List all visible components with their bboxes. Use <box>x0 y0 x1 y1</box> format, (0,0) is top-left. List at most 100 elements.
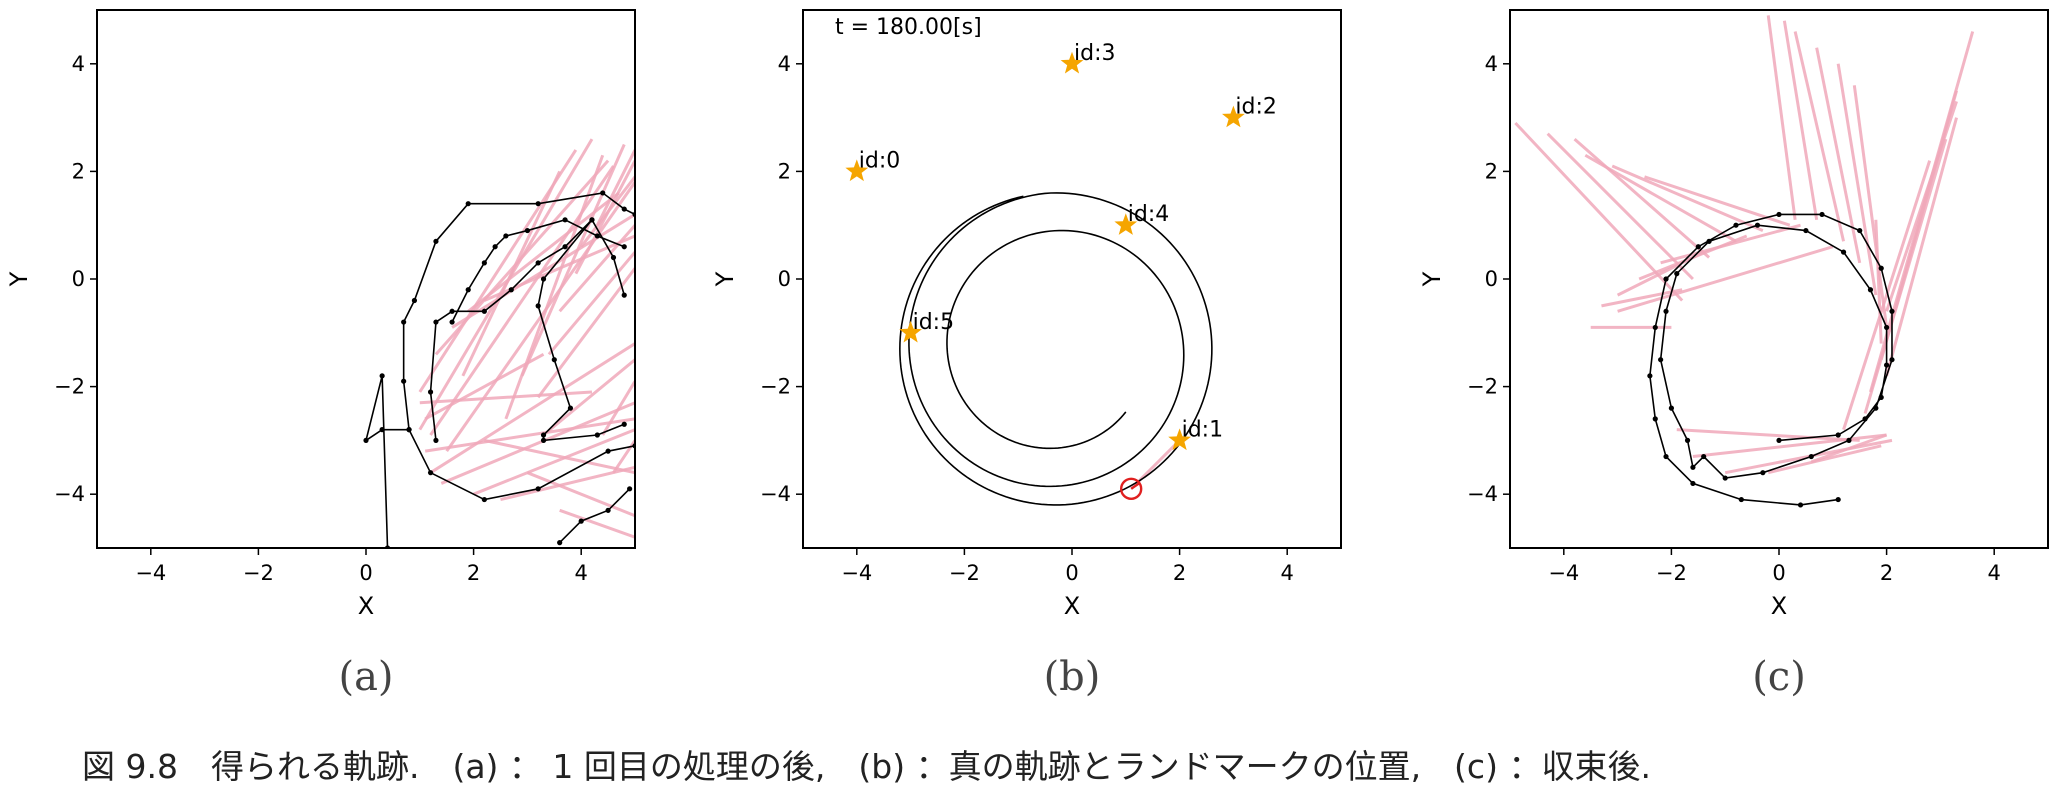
y-tick-label: 0 <box>72 267 85 291</box>
observation-line <box>473 428 635 496</box>
robot-marker <box>1119 477 1143 501</box>
trajectory-point <box>433 238 439 244</box>
trajectory-point <box>481 308 487 314</box>
trajectory-point <box>401 319 407 325</box>
y-tick-label: −2 <box>1467 375 1498 399</box>
observation-line <box>1584 153 1737 243</box>
trajectory-point <box>600 190 606 196</box>
trajectory-point <box>535 303 541 309</box>
trajectory-point <box>1690 464 1696 470</box>
observation-line <box>1793 31 1846 242</box>
trajectory-point <box>1652 324 1658 331</box>
y-tick-label: 0 <box>1485 267 1498 291</box>
observation-line <box>1611 164 1764 232</box>
panel-c: −4 −2 0 2 4 −4 −2 0 2 4 X Y (c) <box>1418 9 2049 700</box>
trajectory-point <box>379 427 385 433</box>
trajectory-point <box>621 206 627 212</box>
panel-a-x-axis-label: X <box>358 592 374 620</box>
true-trajectory-line <box>899 192 1213 506</box>
observation-line <box>595 149 635 226</box>
y-tick-label: −4 <box>54 482 85 506</box>
trajectory-point <box>594 233 600 239</box>
trajectory-line <box>402 192 635 430</box>
trajectory-point <box>427 389 434 395</box>
observation-line <box>526 471 635 518</box>
x-tick-label: −4 <box>135 561 166 585</box>
trajectory-point <box>1878 394 1884 400</box>
landmark-label: id:3 <box>1074 41 1116 66</box>
observation-line <box>1810 433 1888 464</box>
trajectory-point <box>535 201 541 207</box>
x-tick-label: 4 <box>1281 561 1294 585</box>
trajectory-point <box>1674 271 1680 277</box>
x-tick-label: −4 <box>1548 561 1579 585</box>
observation-line <box>1836 63 1878 296</box>
panel-a-frame <box>96 9 636 549</box>
trajectory-point <box>1690 480 1696 487</box>
landmark-star <box>1168 428 1191 451</box>
observation-line <box>547 251 635 356</box>
observation-line <box>1852 85 1889 328</box>
trajectory-point <box>406 427 412 433</box>
observation-line <box>440 401 635 485</box>
robot-heading <box>1130 482 1141 490</box>
trajectory-point <box>562 244 568 250</box>
trajectory-point <box>1862 416 1868 422</box>
trajectory-point <box>1738 496 1744 503</box>
trajectory-point <box>1760 470 1766 476</box>
trajectory-point <box>610 254 617 261</box>
figure-caption: 図 9.8 得られる軌跡. (a) ： 1 回目の処理の後, (b) ：真の軌跡… <box>82 747 1651 786</box>
observation-line <box>1782 20 1819 221</box>
panel-c-observations <box>1514 15 1975 475</box>
panel-b-x-axis-label: X <box>1064 592 1080 620</box>
y-tick-label: 4 <box>778 52 791 76</box>
observation-line <box>536 267 635 399</box>
trajectory-point <box>535 260 541 266</box>
panel-a-y-axis-label: Y <box>5 271 33 287</box>
observation-line <box>1766 15 1797 221</box>
trajectory-point <box>1797 502 1804 508</box>
trajectory-point <box>411 297 418 304</box>
trajectory-point <box>578 518 584 524</box>
x-tick-label: 4 <box>575 561 588 585</box>
y-tick-label: 4 <box>72 52 85 76</box>
observation-line <box>1676 428 1860 442</box>
trajectory-point <box>1873 405 1879 411</box>
trajectory-point <box>540 437 547 443</box>
trajectory-point <box>535 486 541 492</box>
landmark-star <box>1060 51 1084 74</box>
y-tick-label: 0 <box>778 267 791 291</box>
x-tick-label: 0 <box>1065 561 1078 585</box>
trajectory-line <box>559 488 631 544</box>
trajectory-point <box>1722 475 1728 481</box>
trajectory-point <box>1808 453 1814 460</box>
observation-line <box>429 342 635 474</box>
trajectory-point <box>465 201 471 207</box>
panel-a: −4 −2 0 2 4 −4 −2 0 2 4 X Y (a) <box>5 9 636 700</box>
panel-c-y-axis-label: Y <box>1418 271 1446 287</box>
trajectory-point <box>1835 496 1841 503</box>
landmark-star <box>1222 105 1245 128</box>
panel-b-landmarks: id:0 id:1 id:2 id:3 id:4 id:5 <box>845 41 1277 451</box>
x-tick-label: −2 <box>243 561 274 585</box>
landmark-label: id:5 <box>913 310 955 335</box>
y-tick-label: 2 <box>1485 159 1498 183</box>
y-tick-label: −2 <box>54 375 85 399</box>
panel-b: id:0id:1id:2id:3id:4id:5 −4 −2 0 2 4−4−2024 … <box>711 9 1342 700</box>
trajectory-point <box>1819 211 1825 218</box>
trajectory-point <box>1889 308 1895 314</box>
observation-line <box>580 175 635 248</box>
trajectory-point <box>481 260 487 266</box>
trajectory-point <box>363 437 369 443</box>
trajectory-point <box>1889 357 1895 363</box>
observation-line <box>1885 117 1958 377</box>
observation-line <box>1874 219 1883 344</box>
trajectory-point <box>449 319 455 325</box>
x-tick-label: 0 <box>359 561 372 585</box>
trajectory-point <box>540 276 547 282</box>
trajectory-point <box>621 292 627 298</box>
x-tick-label: 4 <box>1988 561 2001 585</box>
trajectory-point <box>449 308 455 314</box>
trajectory-point <box>1840 249 1847 255</box>
trajectory-point <box>1776 437 1782 443</box>
